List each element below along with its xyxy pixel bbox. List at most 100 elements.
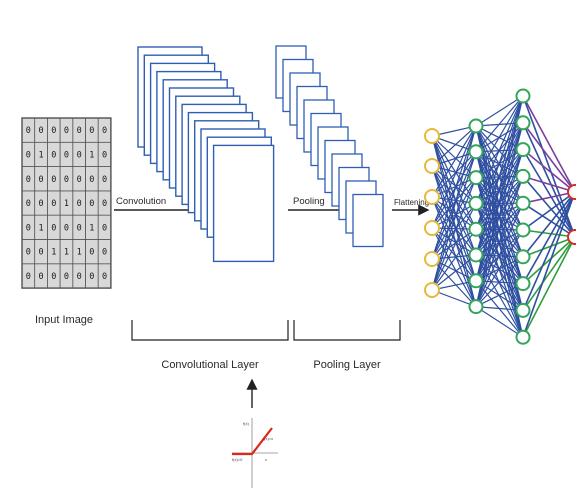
network-edges	[431, 95, 576, 338]
network-edge	[522, 149, 576, 238]
network-edge	[522, 236, 576, 311]
network-node	[424, 158, 440, 174]
convolution-feature-map	[212, 144, 275, 263]
network-edge	[522, 175, 576, 193]
input-grid-value: 1	[77, 248, 82, 258]
input-grid-value: 0	[64, 175, 69, 185]
input-grid-value: 0	[77, 223, 82, 233]
network-edge	[522, 191, 576, 231]
input-grid-value: 0	[77, 175, 82, 185]
input-grid-value: 0	[38, 126, 43, 136]
network-edge	[522, 191, 576, 311]
input-grid-value: 1	[89, 223, 94, 233]
network-edge	[522, 191, 576, 338]
network-edge	[431, 227, 477, 256]
network-edge	[475, 306, 524, 311]
network-node	[515, 195, 531, 211]
network-edge	[475, 122, 524, 307]
network-edge	[431, 135, 477, 256]
input-grid-value: 0	[26, 199, 31, 209]
network-edge	[475, 95, 524, 281]
input-grid-value: 0	[64, 150, 69, 160]
input-grid-value: 0	[64, 272, 69, 282]
network-node	[468, 221, 484, 237]
input-grid-value: 0	[89, 272, 94, 282]
network-edge	[522, 229, 576, 238]
input-grid-value: 0	[102, 223, 107, 233]
network-edge	[431, 177, 477, 198]
network-edge	[475, 95, 524, 204]
input-grid-value: 0	[102, 199, 107, 209]
network-node	[515, 115, 531, 131]
network-edge	[475, 95, 524, 127]
convolutional-layer-bracket	[131, 320, 289, 341]
network-edge	[475, 95, 524, 307]
relu-zero-label: f(x)=0	[232, 457, 243, 462]
input-grid-border	[21, 117, 112, 289]
pooling-layer-bracket	[293, 320, 401, 341]
network-node	[468, 170, 484, 186]
input-grid-value: 0	[26, 223, 31, 233]
input-grid-value: 0	[102, 248, 107, 258]
network-edge	[475, 306, 524, 338]
network-node	[515, 249, 531, 265]
relu-max-label: f(x)=x	[263, 436, 273, 441]
network-node	[515, 302, 531, 318]
network-node	[515, 329, 531, 345]
network-edge	[431, 177, 477, 260]
pooling-feature-maps	[275, 45, 384, 248]
network-edge	[431, 125, 477, 260]
network-edge	[431, 196, 477, 256]
network-edge	[522, 191, 576, 284]
relu-x-label: x	[265, 457, 267, 462]
network-edge	[431, 151, 477, 198]
network-edge	[431, 125, 477, 167]
input-grid-value: 0	[77, 126, 82, 136]
network-node	[424, 189, 440, 205]
network-edge	[475, 202, 524, 307]
network-edge	[475, 149, 524, 307]
flattening-label: Flattening	[394, 198, 429, 207]
input-grid-value: 0	[77, 199, 82, 209]
network-edge	[431, 135, 477, 230]
input-grid-value: 0	[102, 272, 107, 282]
convolution-feature-maps	[137, 46, 275, 263]
network-edge	[522, 202, 576, 238]
input-grid-value: 0	[38, 248, 43, 258]
input-grid-value: 1	[51, 248, 56, 258]
network-edge	[431, 177, 477, 229]
network-node	[468, 144, 484, 160]
network-node	[424, 220, 440, 236]
input-grid-value: 1	[89, 150, 94, 160]
network-edge	[522, 236, 576, 285]
input-grid-value: 0	[77, 150, 82, 160]
network-edge	[475, 95, 524, 256]
network-edge	[431, 254, 477, 291]
input-grid-value: 0	[38, 199, 43, 209]
network-edge	[431, 151, 477, 291]
network-node	[515, 142, 531, 158]
input-image-grid: 0 0 0 0 0 0 00 1 0 0 0 1 00 0 0 0 0 0 00 0 0 1 0 0 00 1 0 0 0 1 00 0 1 1 1…	[21, 117, 112, 289]
convolutional-layer-label: Convolutional Layer	[161, 359, 259, 371]
network-edge	[431, 151, 477, 229]
pooling-feature-map	[352, 193, 384, 248]
input-grid-value: 0	[89, 175, 94, 185]
input-image-label: Input Image	[35, 314, 93, 326]
fully-connected-network	[424, 88, 576, 345]
network-node	[567, 229, 576, 245]
input-grid-value: 1	[64, 248, 69, 258]
network-node	[468, 118, 484, 134]
network-edge	[431, 202, 477, 229]
network-node	[515, 168, 531, 184]
input-grid-value: 0	[26, 150, 31, 160]
relu-curve	[232, 427, 273, 456]
network-edge	[522, 122, 576, 193]
network-edge	[431, 203, 477, 291]
input-grid-value: 1	[64, 199, 69, 209]
network-node	[424, 282, 440, 298]
input-grid-value: 0	[89, 248, 94, 258]
network-node	[468, 273, 484, 289]
input-grid-value: 0	[51, 223, 56, 233]
pooling-layer-label: Pooling Layer	[313, 359, 381, 371]
